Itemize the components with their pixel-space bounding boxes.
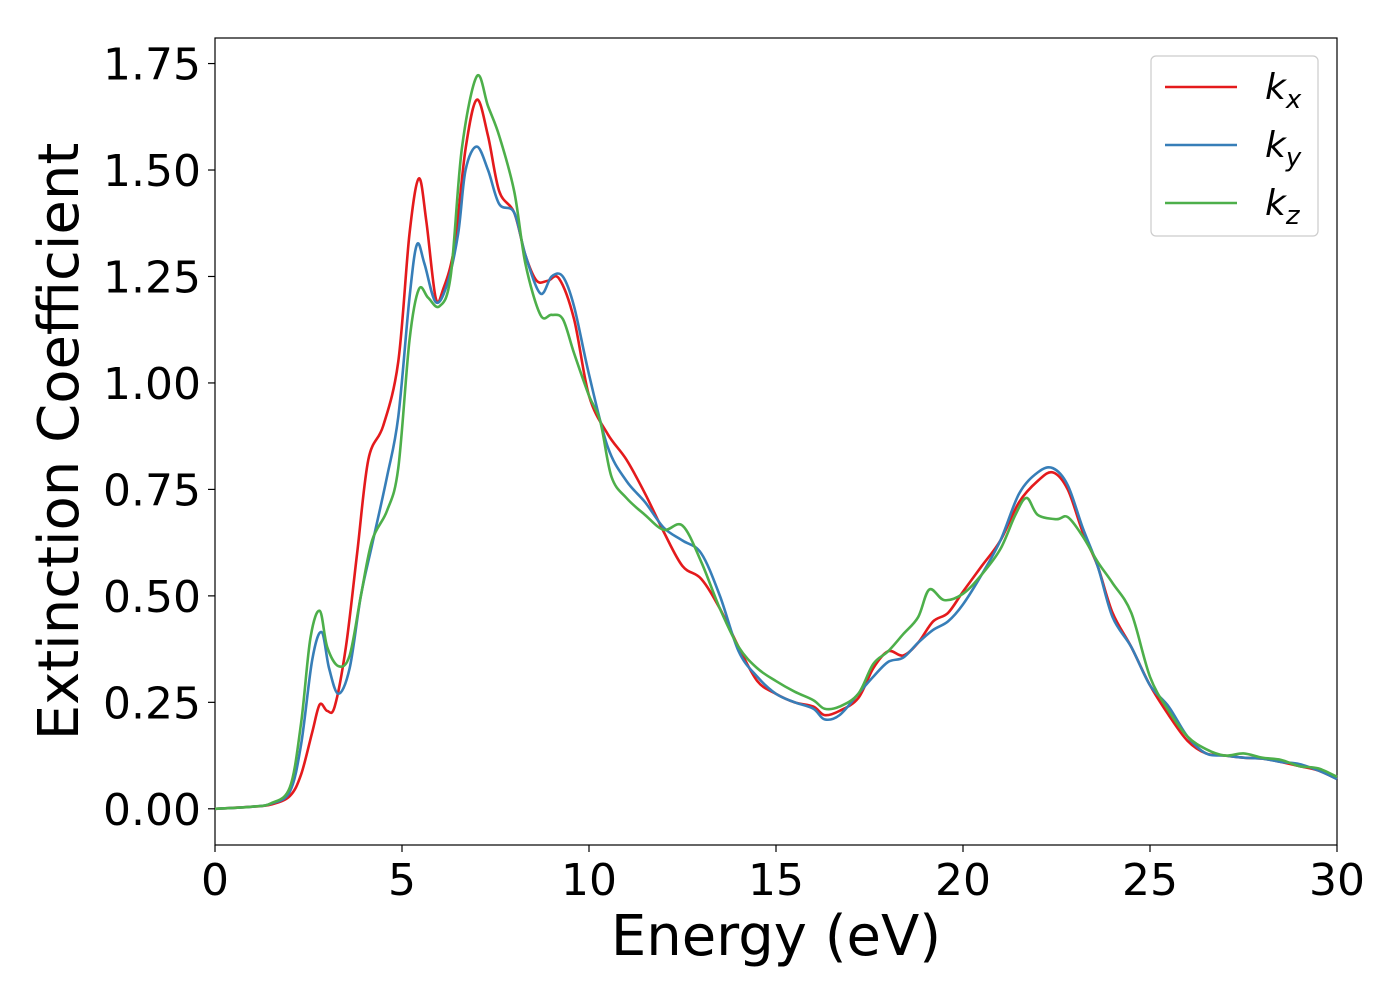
- x-axis: 0 5 10 15 20 25 30: [201, 845, 1365, 906]
- y-tick-label: 0.75: [103, 465, 201, 516]
- x-tick-label: 5: [388, 855, 416, 906]
- x-tick-label: 0: [201, 855, 229, 906]
- y-tick-label: 1.75: [103, 40, 201, 91]
- series-line-k-y: [214, 145, 1338, 811]
- y-tick-label: 0.25: [103, 678, 201, 729]
- x-axis-title: Energy (eV): [611, 904, 941, 969]
- y-tick-label: 1.00: [103, 359, 201, 410]
- y-axis-title: Extinction Coefficient: [27, 143, 92, 741]
- y-tick-label: 0.00: [103, 785, 201, 836]
- y-tick-label: 0.50: [103, 572, 201, 623]
- series-group: [214, 73, 1338, 811]
- legend-label: kz: [1265, 183, 1301, 231]
- y-axis: 0.00 0.25 0.50 0.75 1.00 1.25 1.50 1.75: [103, 40, 215, 836]
- x-tick-label: 20: [935, 855, 991, 906]
- legend-label: kx: [1265, 67, 1302, 115]
- series-line-k-z: [214, 73, 1338, 811]
- x-tick-label: 25: [1122, 855, 1178, 906]
- y-tick-label: 1.25: [103, 252, 201, 303]
- x-tick-label: 10: [561, 855, 617, 906]
- y-tick-label: 1.50: [103, 146, 201, 197]
- x-tick-label: 15: [748, 855, 804, 906]
- legend-label: ky: [1265, 125, 1302, 173]
- x-tick-label: 30: [1309, 855, 1365, 906]
- legend: kx ky kz: [1150, 55, 1319, 237]
